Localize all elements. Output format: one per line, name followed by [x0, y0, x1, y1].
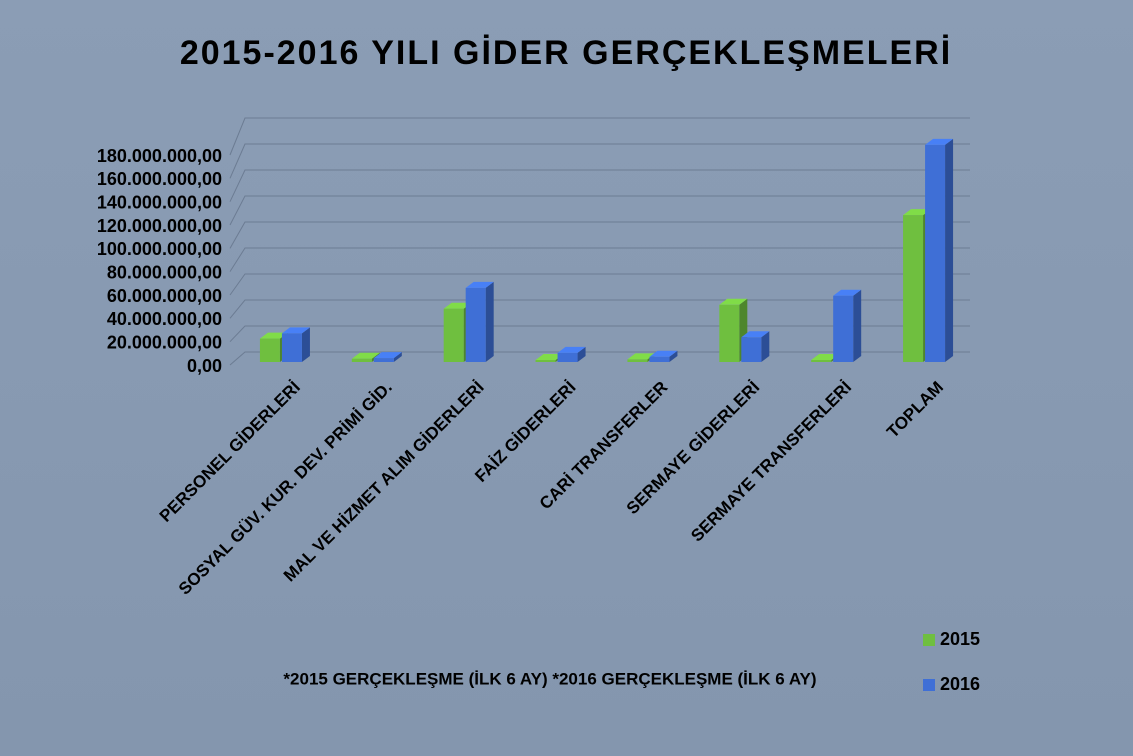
grid-line	[229, 273, 970, 296]
bar	[281, 333, 302, 362]
grid-line	[229, 247, 970, 272]
bar-side	[761, 331, 770, 362]
bar-group	[557, 346, 586, 362]
bar	[811, 360, 832, 362]
bar	[719, 304, 740, 362]
bar	[351, 358, 372, 362]
y-tick-label: 80.000.000,00	[107, 262, 222, 282]
bar-group	[281, 327, 310, 362]
bar-side	[393, 352, 402, 362]
bar-top	[351, 352, 380, 359]
bar	[627, 359, 648, 362]
bar-top	[465, 281, 494, 288]
bar	[443, 308, 464, 362]
bar-top	[833, 289, 862, 296]
bar	[557, 352, 578, 362]
legend-swatch	[923, 679, 935, 691]
bar	[535, 360, 556, 362]
bar-group	[925, 138, 954, 362]
legend-label: 2016	[940, 674, 980, 694]
y-tick-label: 40.000.000,00	[107, 309, 222, 329]
bar-group	[465, 281, 494, 362]
bar-top	[373, 352, 402, 359]
bar-group	[649, 350, 678, 362]
chart-title: 2015-2016 YILI GİDER GERÇEKLEŞMELERİ	[180, 34, 952, 72]
grid-line	[229, 117, 970, 156]
bar	[833, 295, 854, 362]
grid-line	[229, 221, 970, 249]
bar	[465, 287, 486, 362]
y-tick-label: 100.000.000,00	[97, 239, 222, 259]
bar	[741, 337, 762, 362]
bar	[903, 215, 924, 362]
bar-top	[811, 354, 840, 360]
y-tick-label: 60.000.000,00	[107, 286, 222, 306]
bar-side	[485, 281, 494, 362]
bar-top	[925, 138, 954, 145]
y-tick-label: 180.000.000,00	[97, 146, 222, 166]
legend-label: 2015	[940, 629, 980, 649]
bar-side	[853, 289, 862, 362]
bar	[259, 338, 280, 362]
bar-top	[557, 346, 586, 353]
bar-side	[945, 138, 954, 362]
bar-top	[627, 353, 656, 360]
bar-group	[833, 289, 862, 362]
bar-side	[669, 350, 678, 362]
bar	[925, 144, 946, 362]
bar-top	[281, 327, 310, 334]
note: *2015 GERÇEKLEŞME (İLK 6 AY) *2016 GERÇE…	[283, 669, 816, 688]
grid-line	[229, 143, 970, 179]
grid-line	[229, 195, 970, 226]
legend-swatch	[923, 634, 935, 646]
bar	[649, 356, 670, 362]
bar-top	[259, 332, 288, 339]
bar-top	[443, 302, 472, 309]
y-tick-label: 0,00	[187, 356, 222, 376]
bar-group	[741, 331, 770, 362]
bar-top	[649, 350, 678, 357]
bar-side	[301, 327, 310, 362]
bar-group	[373, 352, 402, 362]
y-tick-label: 120.000.000,00	[97, 216, 222, 236]
y-tick-label: 140.000.000,00	[97, 192, 222, 212]
y-tick-label: 160.000.000,00	[97, 169, 222, 189]
bar-top	[903, 209, 932, 216]
bar-side	[577, 346, 586, 362]
bar-top	[535, 354, 564, 360]
bar	[373, 358, 394, 362]
grid-line	[229, 169, 970, 202]
y-tick-label: 20.000.000,00	[107, 332, 222, 352]
bar-top	[719, 298, 748, 305]
bar-top	[741, 331, 770, 338]
